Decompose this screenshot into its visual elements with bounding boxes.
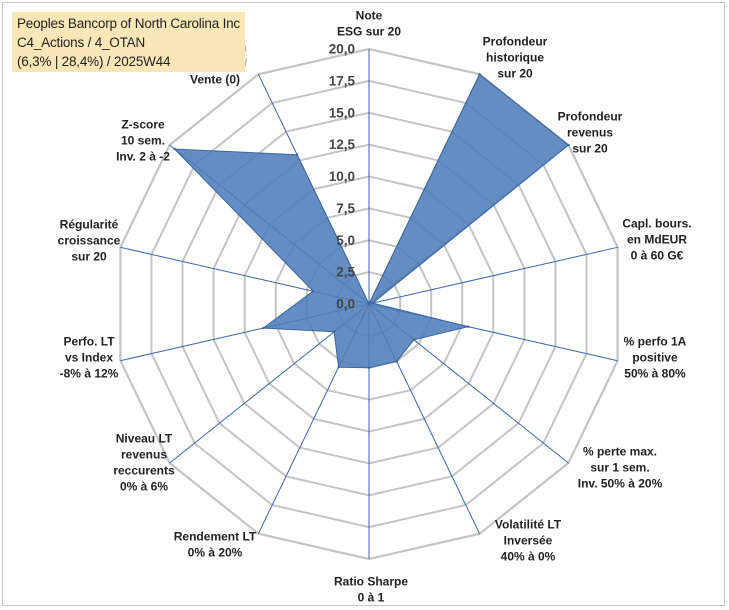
radar-chart: 0,0 2,5 5,0 7,5 10,0 12,5 15,0 17,5 20,0 Note ESG… xyxy=(58,9,692,605)
axis-label-line: Volatilité LT xyxy=(495,518,562,532)
axis-label-line: 0% à 20% xyxy=(188,546,243,560)
axis-label-line: historique xyxy=(486,51,544,65)
axis-label-line: Inv. 2 à -2 xyxy=(116,150,170,164)
axis-label-line: Profondeur xyxy=(558,110,623,124)
data-point xyxy=(395,360,398,363)
axis-label-line: 0% à 6% xyxy=(120,480,168,494)
axis-label-line: Perfo. LT xyxy=(63,335,115,349)
tick-label: 10,0 xyxy=(329,169,355,184)
series-area xyxy=(173,73,570,369)
tick-label: 5,0 xyxy=(336,233,355,248)
axis-label-line: -8% à 12% xyxy=(60,367,119,381)
axis-label-line: Rendement LT xyxy=(174,530,257,544)
tick-label: 17,5 xyxy=(329,73,356,88)
data-point xyxy=(262,326,265,330)
data-point xyxy=(337,366,340,369)
performance-period: (6,3% | 28,4%) / 2025W44 xyxy=(17,54,171,69)
axis-label-line: 0 à 60 G€ xyxy=(631,249,684,263)
data-point xyxy=(332,330,336,333)
data-point xyxy=(467,325,470,328)
axis-label-line: Régularité xyxy=(60,218,119,232)
axis-label-line: 40% à 0% xyxy=(501,550,556,564)
tick-label: 7,5 xyxy=(336,201,355,216)
axis-label-line: Profondeur xyxy=(483,35,548,49)
company-info-box: Peoples Bancorp of North Carolina Inc C4… xyxy=(12,12,245,72)
tick-label: 12,5 xyxy=(329,137,356,152)
data-point xyxy=(478,73,481,76)
axis-labels: Note ESG sur 20 Profondeur historique sur 20… xyxy=(58,9,692,605)
axis-label-line: sur 20 xyxy=(572,142,608,156)
axis-label-line: Ratio Sharpe xyxy=(334,575,408,589)
axis-label-line: vs Index xyxy=(65,351,113,365)
radial-tick-labels: 0,0 2,5 5,0 7,5 10,0 12,5 15,0 17,5 20,0 xyxy=(329,42,356,312)
tick-label: 0,0 xyxy=(336,297,355,312)
axis-label-line: Capl. bours. xyxy=(622,217,691,231)
axis-label-line: sur 20 xyxy=(497,67,533,81)
axis-label-line: sur 20 xyxy=(71,250,107,264)
tick-label: 2,5 xyxy=(336,265,355,280)
axis-label-line: Inversée xyxy=(504,534,553,548)
tick-label: 15,0 xyxy=(329,105,355,120)
axis-label-line: positive xyxy=(632,351,678,365)
axis-label-line: Note xyxy=(356,9,383,23)
data-point xyxy=(367,302,371,306)
data-point xyxy=(567,143,570,147)
data-point xyxy=(412,338,416,341)
axis-label-line: 50% à 80% xyxy=(624,367,686,381)
axis-label-line: 0 à 1 xyxy=(358,591,385,605)
data-point xyxy=(371,301,374,305)
axis-label-line: % perfo 1A xyxy=(624,335,687,349)
axis-label-line: % perte max. xyxy=(583,445,657,459)
axis-label-line: revenus xyxy=(567,126,613,140)
axis-label-line: Z-score xyxy=(121,118,165,132)
data-point xyxy=(295,153,299,156)
axis-label-line: revenus xyxy=(121,448,167,462)
data-point xyxy=(367,366,371,369)
axis-label-line: 10 sem. xyxy=(121,134,165,148)
data-point xyxy=(311,290,315,293)
axis-label-line: sur 1 sem. xyxy=(590,461,649,475)
axis-label-line: reccurents xyxy=(113,464,175,478)
company-name: Peoples Bancorp of North Carolina Inc xyxy=(17,16,240,31)
axis-label-line: croissance xyxy=(58,234,121,248)
axis-label-line: ESG sur 20 xyxy=(337,25,401,39)
axis-label-line: Niveau LT xyxy=(116,432,173,446)
data-point xyxy=(173,147,176,151)
axis-label-line: en MdEUR xyxy=(627,233,687,247)
axis-spoke xyxy=(368,246,618,305)
axis-label-line: Vente (0) xyxy=(190,73,240,87)
tick-label: 20,0 xyxy=(329,42,355,57)
portfolio-category: C4_Actions / 4_OTAN xyxy=(17,35,146,50)
axis-label-line: Inv. 50% à 20% xyxy=(578,477,663,491)
radar-series xyxy=(173,73,570,369)
